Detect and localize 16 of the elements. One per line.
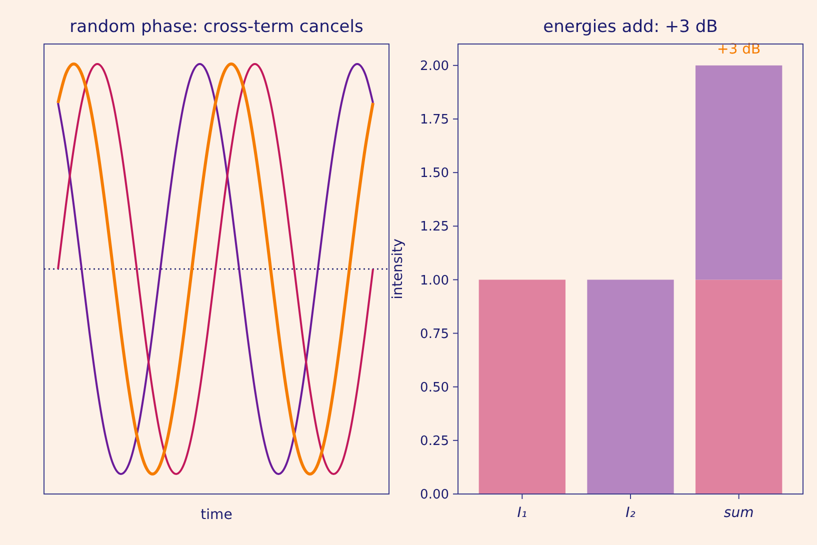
- y-tick-label: 0.50: [420, 380, 449, 396]
- x-tick-label: I₁: [517, 505, 528, 521]
- chart-title: energies add: +3 dB: [543, 17, 718, 37]
- y-tick-label: 1.50: [420, 166, 449, 182]
- y-tick-label: 1.25: [420, 220, 449, 235]
- y-tick-label: 0.75: [420, 326, 449, 342]
- y-axis-title: intensity: [390, 238, 406, 300]
- chart-title: random phase: cross-term cancels: [70, 17, 364, 37]
- y-tick-label: 0.25: [420, 434, 449, 449]
- x-tick-label: I₂: [626, 505, 636, 521]
- x-axis-title: time: [200, 507, 232, 523]
- y-tick-label: 0.00: [420, 488, 449, 503]
- y-tick-label: 1.75: [420, 112, 449, 128]
- y-tick-label: 2.00: [420, 58, 449, 74]
- x-tick-label: sum: [724, 505, 754, 521]
- y-tick-label: 1.00: [420, 273, 449, 288]
